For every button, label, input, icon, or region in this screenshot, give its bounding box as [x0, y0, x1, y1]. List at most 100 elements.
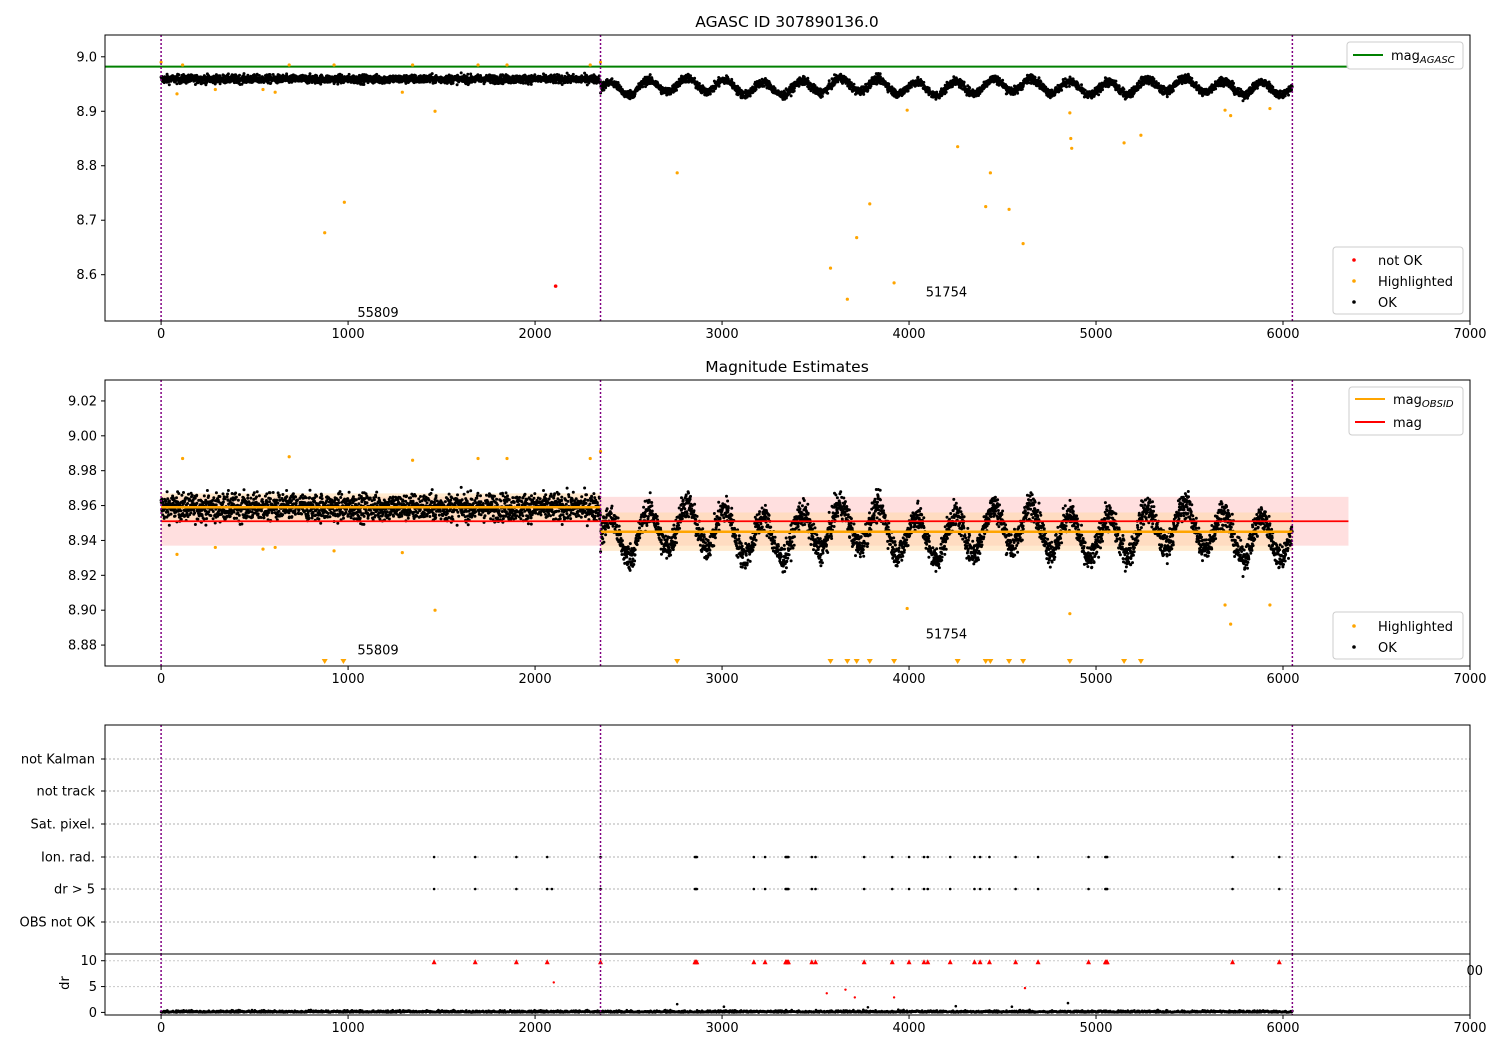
ok-point: [852, 82, 856, 86]
ok-point: [489, 81, 493, 85]
ok-point: [675, 88, 678, 92]
ok-point: [167, 83, 171, 87]
ok-point: [695, 80, 699, 84]
ok-point: [878, 72, 882, 76]
ok-point: [849, 81, 853, 85]
ok-point: [414, 74, 417, 78]
ok-point: [762, 84, 766, 88]
ok-point: [195, 73, 199, 77]
ok-point: [641, 85, 645, 89]
ok-point: [565, 71, 569, 75]
ok-point: [476, 73, 480, 77]
ok-point: [1171, 89, 1175, 93]
ok-point: [717, 84, 721, 88]
ok-point: [521, 81, 525, 85]
ok-point: [1157, 82, 1160, 85]
ok-point: [315, 74, 319, 78]
ok-point: [604, 86, 608, 90]
ok-point: [529, 82, 533, 86]
plot-area: [105, 35, 1349, 321]
ok-point: [1165, 95, 1169, 99]
ok-point: [218, 82, 222, 86]
ok-point: [669, 92, 673, 96]
ok-point: [226, 72, 230, 76]
ok-point: [616, 81, 620, 84]
ok-point: [455, 83, 459, 87]
ok-point: [526, 82, 530, 86]
ok-point: [347, 72, 351, 76]
ok-point: [362, 83, 366, 86]
ok-point: [830, 87, 834, 91]
ok-point: [748, 94, 752, 98]
ok-point: [271, 73, 275, 76]
ok-point: [242, 72, 246, 76]
ok-point: [906, 89, 910, 93]
ok-point: [940, 93, 944, 97]
ok-point: [240, 82, 244, 86]
ok-point: [1152, 77, 1156, 81]
ok-points: [159, 71, 1294, 103]
ok-point: [560, 83, 564, 86]
ok-point: [182, 73, 185, 76]
ok-point: [553, 73, 557, 77]
ok-point: [1001, 78, 1005, 82]
ok-point: [307, 81, 311, 85]
ok-point: [1037, 76, 1041, 80]
ok-point: [177, 73, 181, 77]
ok-point: [1067, 84, 1071, 88]
ok-point: [554, 81, 558, 85]
ok-point: [257, 74, 261, 77]
ok-point: [1097, 93, 1101, 97]
ok-point: [571, 72, 575, 76]
ok-point: [827, 79, 831, 83]
ok-point: [866, 89, 870, 92]
ok-point: [238, 73, 241, 77]
ok-point: [623, 95, 627, 99]
ok-point: [430, 72, 434, 76]
ok-point: [469, 72, 473, 76]
ok-point: [1122, 87, 1126, 91]
ok-point: [968, 86, 972, 90]
ok-point: [1065, 85, 1068, 89]
ok-point: [269, 81, 273, 85]
ok-point: [533, 73, 537, 77]
ok-point: [308, 72, 312, 76]
ok-point: [909, 85, 913, 89]
ok-point: [697, 82, 701, 85]
ok-point: [806, 76, 810, 80]
ok-point: [1080, 83, 1083, 87]
ok-point: [459, 71, 463, 75]
ok-point: [610, 77, 614, 81]
ok-point: [602, 88, 606, 92]
ok-point: [693, 76, 697, 80]
ok-point: [296, 75, 299, 79]
ok-point: [998, 76, 1001, 80]
ok-point: [922, 80, 926, 84]
ok-point: [944, 90, 948, 94]
ok-point: [450, 74, 454, 78]
ok-point: [1117, 84, 1121, 88]
ok-point: [789, 94, 793, 98]
ok-point: [792, 89, 796, 93]
ok-point: [916, 75, 920, 79]
ok-point: [962, 80, 966, 84]
ok-point: [457, 80, 461, 84]
ok-point: [451, 81, 455, 85]
ok-point: [1033, 76, 1037, 79]
ok-point: [773, 87, 777, 90]
ok-point: [1016, 91, 1020, 95]
ok-point: [405, 74, 408, 78]
ok-point: [826, 91, 830, 95]
ok-point: [862, 92, 866, 96]
ok-point: [648, 73, 652, 77]
ok-point: [336, 82, 340, 86]
ok-point: [689, 74, 692, 78]
ok-point: [340, 73, 344, 77]
middle-chart-title: Magnitude Estimates: [705, 358, 869, 376]
ok-point: [255, 72, 259, 76]
ok-point: [1114, 79, 1118, 83]
ok-point: [175, 82, 179, 86]
ok-point: [712, 89, 716, 93]
